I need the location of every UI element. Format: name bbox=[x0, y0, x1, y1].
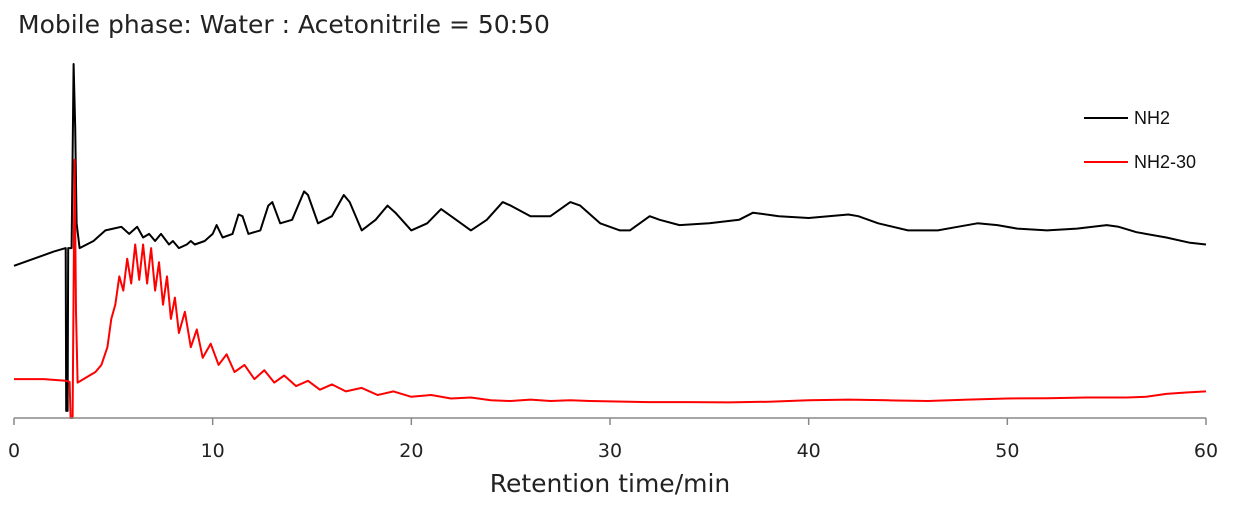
legend: NH2 NH2-30 bbox=[1084, 108, 1196, 172]
legend-label: NH2-30 bbox=[1134, 152, 1196, 172]
x-tick-label: 20 bbox=[399, 440, 423, 462]
x-tick-label: 60 bbox=[1194, 440, 1218, 462]
x-axis-title: Retention time/min bbox=[490, 469, 731, 498]
x-tick-label: 0 bbox=[8, 440, 20, 462]
chart-title: Mobile phase: Water : Acetonitrile = 50:… bbox=[18, 10, 550, 39]
series-line-nh2-30 bbox=[14, 158, 1207, 419]
x-tick-label: 10 bbox=[201, 440, 225, 462]
series-line-nh2 bbox=[13, 63, 1207, 412]
legend-label: NH2 bbox=[1134, 108, 1170, 128]
x-ticks: 0 10 20 30 40 50 60 bbox=[8, 418, 1218, 462]
x-tick-label: 30 bbox=[598, 440, 622, 462]
x-tick-label: 40 bbox=[797, 440, 821, 462]
x-tick-label: 50 bbox=[995, 440, 1019, 462]
series-layer bbox=[13, 63, 1207, 419]
